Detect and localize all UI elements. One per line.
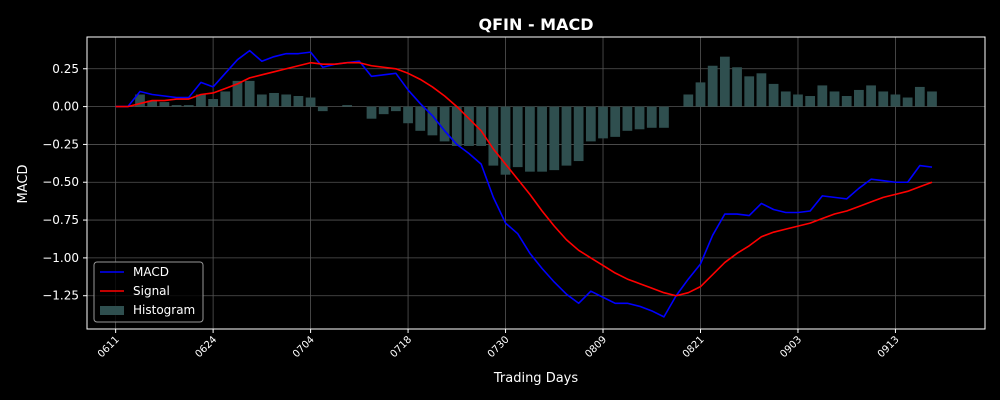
histogram-bar bbox=[890, 94, 901, 107]
legend-label-signal: Signal bbox=[133, 284, 170, 298]
y-tick-label: 0.00 bbox=[52, 100, 79, 114]
histogram-bar bbox=[512, 106, 523, 168]
plot-frame bbox=[86, 36, 986, 330]
histogram-bar bbox=[415, 106, 426, 131]
y-tick-label: −1.25 bbox=[42, 289, 79, 303]
histogram-bar bbox=[196, 94, 206, 107]
histogram-bar bbox=[768, 83, 779, 107]
histogram-bar bbox=[135, 94, 145, 107]
x-axis-label: Trading Days bbox=[493, 371, 578, 386]
grid-lines bbox=[87, 37, 985, 329]
histogram-bar bbox=[305, 97, 316, 107]
histogram-bar bbox=[391, 106, 401, 112]
histogram-bar bbox=[927, 91, 937, 107]
y-tick-label: −0.50 bbox=[42, 175, 79, 189]
histogram-bar bbox=[719, 56, 730, 107]
histogram-bar bbox=[914, 86, 925, 107]
y-tick-label: −0.75 bbox=[42, 213, 79, 227]
histogram-bar bbox=[902, 97, 913, 107]
histogram-bar bbox=[744, 76, 755, 107]
y-axis-label: MACD bbox=[16, 165, 31, 204]
histogram-bar bbox=[464, 106, 474, 146]
histogram-bar bbox=[183, 105, 194, 107]
histogram-bar bbox=[317, 106, 328, 112]
histogram-bar bbox=[366, 106, 377, 119]
chart-title: QFIN - MACD bbox=[479, 15, 594, 34]
histogram-bars bbox=[110, 56, 937, 175]
histogram-bar bbox=[732, 67, 742, 107]
y-tick-label: −1.00 bbox=[42, 251, 79, 265]
histogram-bar bbox=[439, 106, 450, 142]
histogram-bar bbox=[683, 94, 694, 107]
series-line-signal bbox=[115, 61, 933, 297]
histogram-bar bbox=[525, 106, 535, 172]
histogram-bar bbox=[573, 106, 584, 162]
histogram-bar bbox=[598, 106, 608, 139]
histogram-bar bbox=[646, 106, 657, 128]
histogram-bar bbox=[159, 102, 170, 107]
histogram-bar bbox=[220, 91, 231, 107]
histogram-bar bbox=[378, 106, 389, 115]
histogram-bar bbox=[549, 106, 560, 171]
series-lines bbox=[115, 49, 933, 318]
legend: MACD Signal Histogram bbox=[93, 261, 204, 323]
histogram-bar bbox=[622, 106, 633, 131]
histogram-bar bbox=[610, 106, 621, 137]
histogram-bar bbox=[403, 106, 413, 124]
histogram-bar bbox=[878, 91, 889, 107]
histogram-bar bbox=[269, 92, 279, 107]
histogram-bar bbox=[256, 94, 267, 107]
histogram-bar bbox=[476, 106, 487, 146]
histogram-bar bbox=[805, 96, 816, 107]
histogram-bar bbox=[147, 100, 158, 107]
histogram-bar bbox=[634, 106, 645, 130]
histogram-bar bbox=[659, 106, 669, 128]
histogram-bar bbox=[780, 91, 791, 107]
histogram-bar bbox=[561, 106, 572, 166]
histogram-bar bbox=[293, 96, 304, 107]
legend-label-histogram: Histogram bbox=[133, 303, 195, 317]
histogram-bar bbox=[281, 94, 292, 107]
histogram-bar bbox=[342, 105, 353, 107]
histogram-bar bbox=[451, 106, 462, 146]
histogram-bar bbox=[171, 105, 182, 107]
histogram-bar bbox=[232, 80, 243, 107]
histogram-bar bbox=[866, 85, 876, 107]
axes bbox=[86, 36, 986, 330]
histogram-bar bbox=[488, 106, 499, 166]
histogram-bar bbox=[854, 89, 864, 107]
histogram-bar bbox=[208, 99, 218, 107]
y-tick-label: −0.25 bbox=[42, 137, 79, 151]
y-tick-label: 0.25 bbox=[52, 62, 79, 76]
histogram-bar bbox=[244, 80, 255, 107]
histogram-bar bbox=[841, 96, 852, 107]
histogram-bar bbox=[707, 65, 718, 107]
legend-swatch-histogram bbox=[100, 306, 124, 315]
histogram-bar bbox=[829, 91, 840, 107]
histogram-bar bbox=[427, 106, 438, 136]
histogram-bar bbox=[793, 94, 803, 107]
histogram-bar bbox=[537, 106, 547, 172]
histogram-bar bbox=[585, 106, 596, 142]
histogram-bar bbox=[695, 82, 706, 107]
histogram-bar bbox=[500, 106, 511, 175]
histogram-bar bbox=[756, 73, 767, 107]
histogram-bar bbox=[817, 85, 828, 107]
y-axis-ticks: 0.25 0.00 −0.25 −0.50 −0.75 −1.00 −1.25 bbox=[42, 62, 87, 303]
series-line-macd bbox=[115, 49, 933, 318]
legend-label-macd: MACD bbox=[133, 265, 169, 279]
